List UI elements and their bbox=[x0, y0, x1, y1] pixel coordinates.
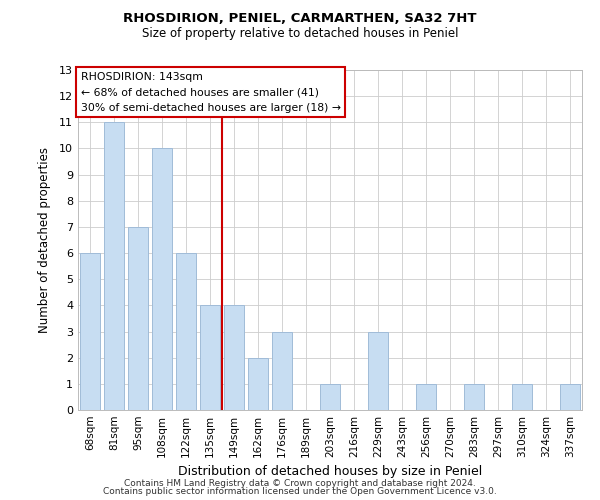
Bar bbox=[152, 148, 172, 410]
Text: Contains public sector information licensed under the Open Government Licence v3: Contains public sector information licen… bbox=[103, 487, 497, 496]
Text: RHOSDIRION, PENIEL, CARMARTHEN, SA32 7HT: RHOSDIRION, PENIEL, CARMARTHEN, SA32 7HT bbox=[123, 12, 477, 26]
Bar bbox=[320, 384, 340, 410]
Bar bbox=[80, 253, 100, 410]
Bar bbox=[200, 306, 220, 410]
X-axis label: Distribution of detached houses by size in Peniel: Distribution of detached houses by size … bbox=[178, 466, 482, 478]
Text: RHOSDIRION: 143sqm
← 68% of detached houses are smaller (41)
30% of semi-detache: RHOSDIRION: 143sqm ← 68% of detached hou… bbox=[80, 72, 341, 113]
Bar bbox=[248, 358, 268, 410]
Bar bbox=[512, 384, 532, 410]
Bar bbox=[272, 332, 292, 410]
Bar bbox=[104, 122, 124, 410]
Text: Contains HM Land Registry data © Crown copyright and database right 2024.: Contains HM Land Registry data © Crown c… bbox=[124, 478, 476, 488]
Bar bbox=[416, 384, 436, 410]
Text: Size of property relative to detached houses in Peniel: Size of property relative to detached ho… bbox=[142, 28, 458, 40]
Y-axis label: Number of detached properties: Number of detached properties bbox=[38, 147, 50, 333]
Bar bbox=[368, 332, 388, 410]
Bar bbox=[464, 384, 484, 410]
Bar bbox=[560, 384, 580, 410]
Bar bbox=[224, 306, 244, 410]
Bar bbox=[176, 253, 196, 410]
Bar bbox=[128, 227, 148, 410]
